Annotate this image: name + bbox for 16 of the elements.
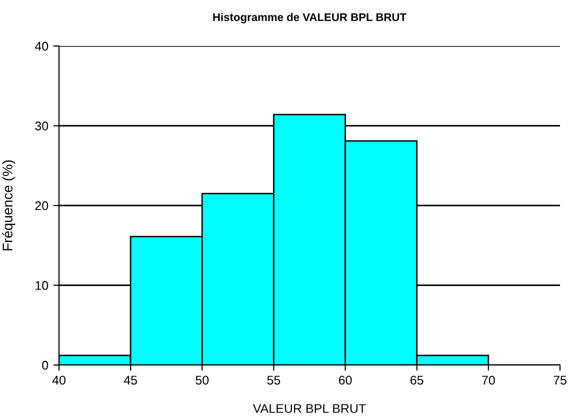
x-tick-label: 60 xyxy=(338,376,352,385)
x-tick-label: 75 xyxy=(554,376,566,385)
chart-title: Histogramme de VALEUR BPL BRUT xyxy=(213,12,406,24)
x-tick-label: 65 xyxy=(410,376,424,385)
x-tick-label: 45 xyxy=(124,376,137,385)
x-tick-label: 50 xyxy=(196,376,209,385)
y-tick-label: 20 xyxy=(35,201,48,210)
x-tick-label: 55 xyxy=(267,376,280,385)
y-tick-label: 0 xyxy=(42,360,48,370)
y-tick-label: 30 xyxy=(35,122,48,130)
x-tick-label: 70 xyxy=(482,376,495,385)
y-tick-label: 10 xyxy=(36,281,48,290)
x-tick-label: 40 xyxy=(52,376,66,385)
x-axis-title: VALEUR BPL BRUT xyxy=(252,404,366,413)
y-tick-label: 40 xyxy=(34,42,48,51)
y-axis-title: Fréquence (%) xyxy=(2,160,16,250)
